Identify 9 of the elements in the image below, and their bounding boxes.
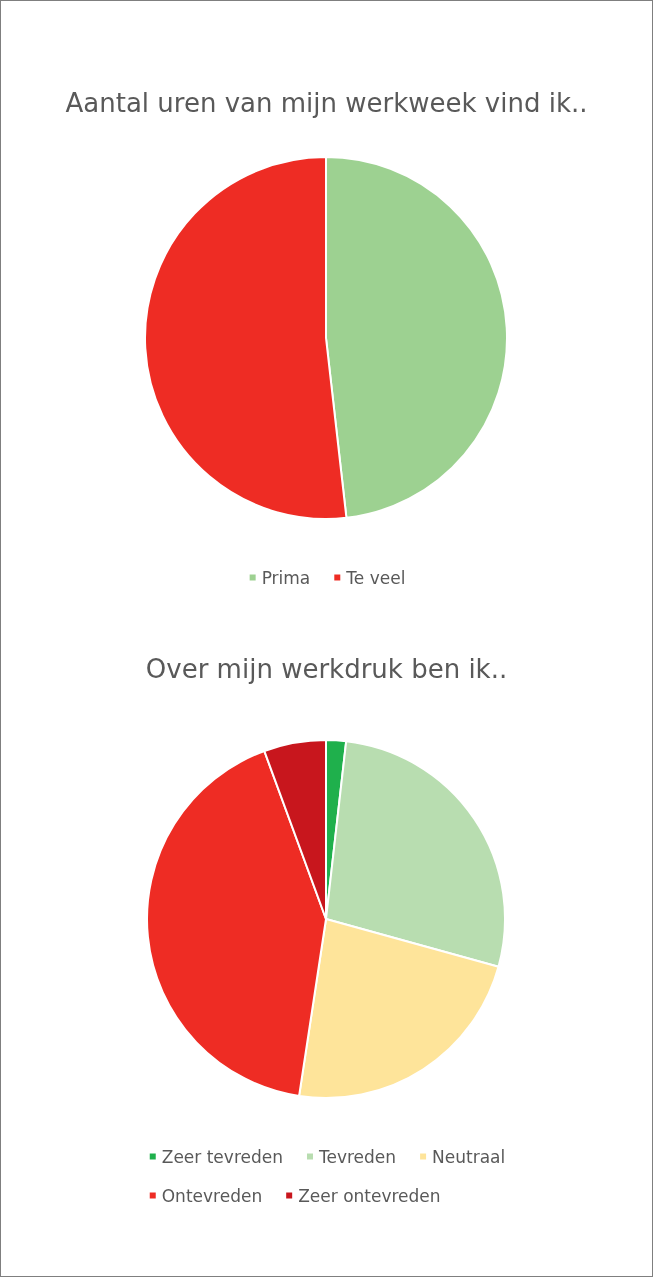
chart-title: Aantal uren van mijn werkweek vind ik.. (65, 88, 588, 118)
chart-title: Over mijn werkdruk ben ik.. (145, 654, 508, 684)
legend-label: Te veel (345, 567, 406, 588)
legend-label: Zeer ontevreden (298, 1185, 441, 1206)
legend-label: Ontevreden (161, 1185, 263, 1206)
legend-label: Neutraal (432, 1146, 506, 1167)
legend-label: Zeer tevreden (161, 1146, 283, 1167)
legend-label: Tevreden (317, 1146, 397, 1167)
legend-label: Prima (261, 567, 311, 588)
